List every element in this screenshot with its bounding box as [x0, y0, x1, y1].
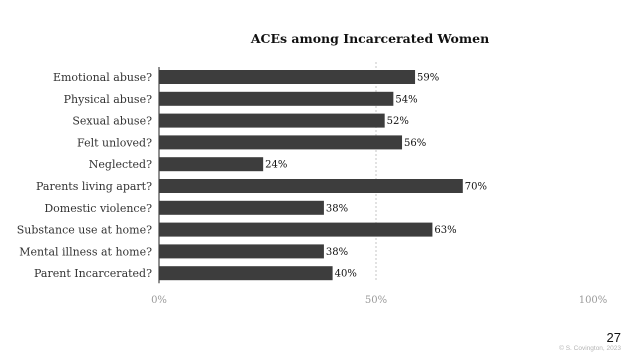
data-label: 40%: [335, 269, 357, 280]
bar: [159, 200, 324, 215]
category-label: Emotional abuse?: [53, 71, 152, 84]
bar: [159, 266, 333, 281]
copyright-notice: © S. Covington, 2023: [559, 345, 621, 352]
data-label: 38%: [326, 247, 348, 258]
data-label: 70%: [465, 182, 487, 193]
page-number: 27: [606, 330, 621, 345]
category-label: Domestic violence?: [44, 202, 152, 215]
category-label: Parents living apart?: [36, 180, 152, 193]
bar: [159, 70, 416, 84]
bar: [159, 244, 324, 259]
data-label: 63%: [434, 225, 456, 236]
bars: [159, 70, 463, 281]
category-label: Parent Incarcerated?: [34, 267, 152, 280]
value-labels: 59%54% 52% 56% 24% 70% 38% 63% 38% 40%: [265, 73, 487, 280]
data-label: 38%: [326, 203, 348, 214]
data-label: 54%: [395, 94, 417, 105]
category-label: Mental illness at home?: [19, 245, 152, 258]
category-label: Substance use at home?: [17, 224, 152, 237]
category-labels: Emotional abuse? Physical abuse? Sexual ab…: [17, 71, 152, 280]
category-label: Neglected?: [89, 158, 152, 171]
bar: [159, 179, 463, 193]
chart-title: ACEs among Incarcerated Women: [250, 31, 489, 46]
category-label: Sexual abuse?: [72, 115, 152, 128]
data-label: 56%: [404, 138, 426, 149]
data-label: 59%: [417, 73, 439, 84]
bar: [159, 135, 403, 150]
data-label: 24%: [265, 160, 287, 171]
category-label: Physical abuse?: [64, 93, 152, 106]
x-tick-label: 100%: [579, 295, 608, 306]
x-tick-label: 50%: [365, 295, 387, 306]
bar: [159, 222, 433, 237]
category-label: Felt unloved?: [77, 136, 152, 149]
x-tick-label: 0%: [151, 295, 167, 306]
x-axis-ticks: 0% 50% 100%: [151, 295, 607, 306]
bar: [159, 157, 264, 172]
bar: [159, 91, 394, 106]
bar: [159, 113, 385, 128]
data-label: 52%: [387, 116, 409, 127]
